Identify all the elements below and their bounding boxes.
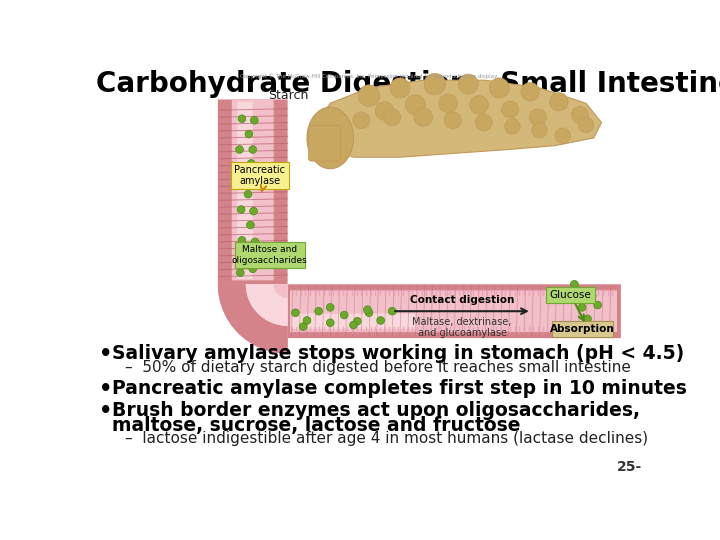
Circle shape [502, 101, 518, 118]
Circle shape [292, 309, 300, 316]
Text: –  lactose indigestible after age 4 in most humans (lactase declines): – lactose indigestible after age 4 in mo… [125, 431, 648, 447]
FancyBboxPatch shape [290, 291, 617, 332]
Text: Copyright © The McGraw-Hill Companies, Inc. Permission required for reproduction: Copyright © The McGraw-Hill Companies, I… [240, 73, 498, 79]
Text: Starch: Starch [269, 89, 309, 102]
Circle shape [353, 112, 370, 129]
Circle shape [341, 311, 348, 319]
Circle shape [438, 94, 457, 112]
FancyBboxPatch shape [552, 321, 613, 337]
Circle shape [358, 85, 380, 106]
FancyBboxPatch shape [309, 126, 341, 161]
Circle shape [388, 307, 396, 315]
Circle shape [300, 323, 307, 330]
Text: maltose, sucrose, lactose and fructose: maltose, sucrose, lactose and fructose [112, 416, 521, 435]
Circle shape [375, 102, 394, 120]
Text: •: • [99, 343, 112, 363]
Text: Brush border enzymes act upon oligosaccharides,: Brush border enzymes act upon oligosacch… [112, 401, 639, 420]
Circle shape [303, 316, 311, 325]
Circle shape [578, 117, 594, 132]
Circle shape [529, 109, 546, 126]
Circle shape [249, 146, 256, 153]
Circle shape [326, 303, 334, 311]
Circle shape [390, 78, 410, 98]
Circle shape [424, 73, 446, 95]
Circle shape [238, 115, 246, 123]
Text: Maltase, dextrinase,
and glucoamylase: Maltase, dextrinase, and glucoamylase [413, 316, 512, 338]
Wedge shape [246, 284, 287, 326]
Wedge shape [246, 284, 287, 326]
Text: Pancreatic
amylase: Pancreatic amylase [234, 165, 285, 186]
Circle shape [444, 112, 462, 129]
Circle shape [405, 95, 426, 115]
Text: –  50% of dietary starch digested before it reaches small intestine: – 50% of dietary starch digested before … [125, 361, 631, 375]
Circle shape [532, 123, 547, 138]
Circle shape [315, 307, 323, 315]
FancyBboxPatch shape [238, 102, 253, 279]
FancyBboxPatch shape [230, 162, 289, 189]
Circle shape [469, 96, 488, 114]
Circle shape [246, 221, 254, 229]
Circle shape [364, 306, 372, 314]
Circle shape [549, 92, 568, 111]
Circle shape [521, 83, 539, 101]
Circle shape [570, 280, 578, 288]
Circle shape [555, 128, 570, 143]
FancyBboxPatch shape [218, 99, 287, 284]
Circle shape [588, 292, 596, 300]
Circle shape [377, 316, 384, 325]
Text: Absorption: Absorption [550, 324, 615, 334]
Circle shape [326, 319, 334, 327]
Circle shape [251, 117, 258, 124]
Circle shape [354, 318, 361, 325]
Text: 25-: 25- [616, 461, 642, 475]
FancyBboxPatch shape [235, 242, 305, 268]
Circle shape [238, 206, 245, 213]
Polygon shape [315, 80, 601, 157]
Circle shape [458, 74, 478, 94]
Wedge shape [218, 284, 287, 354]
Circle shape [251, 238, 259, 246]
Circle shape [248, 159, 255, 167]
Circle shape [236, 269, 244, 276]
Text: Maltose and
oligosaccharides: Maltose and oligosaccharides [232, 245, 307, 265]
Circle shape [567, 292, 575, 300]
Ellipse shape [307, 107, 354, 168]
Circle shape [578, 303, 586, 311]
FancyBboxPatch shape [232, 99, 274, 280]
Circle shape [475, 114, 492, 131]
Circle shape [350, 321, 357, 329]
Circle shape [505, 119, 520, 134]
Circle shape [489, 78, 509, 98]
Circle shape [245, 130, 253, 138]
Wedge shape [218, 284, 287, 354]
Circle shape [238, 237, 246, 244]
Circle shape [235, 146, 243, 153]
Text: Salivary amylase stops working in stomach (pH < 4.5): Salivary amylase stops working in stomac… [112, 343, 684, 362]
Circle shape [249, 265, 256, 273]
Circle shape [238, 175, 246, 183]
Circle shape [584, 315, 591, 323]
Circle shape [594, 301, 601, 309]
FancyBboxPatch shape [546, 287, 595, 303]
Circle shape [330, 123, 346, 138]
Circle shape [250, 207, 258, 215]
Circle shape [384, 109, 401, 126]
Circle shape [365, 309, 373, 316]
Text: Carbohydrate Digestion - Small Intestine: Carbohydrate Digestion - Small Intestine [96, 70, 720, 98]
Text: Pancreatic amylase completes first step in 10 minutes: Pancreatic amylase completes first step … [112, 379, 687, 398]
Circle shape [244, 190, 252, 198]
Text: Glucose: Glucose [549, 290, 591, 300]
Text: •: • [99, 379, 112, 399]
Text: Contact digestion: Contact digestion [410, 295, 514, 305]
FancyBboxPatch shape [292, 314, 415, 329]
FancyBboxPatch shape [287, 284, 621, 338]
Circle shape [251, 177, 259, 184]
Text: •: • [99, 401, 112, 421]
Circle shape [414, 108, 433, 126]
Circle shape [243, 253, 251, 261]
Circle shape [571, 106, 588, 123]
